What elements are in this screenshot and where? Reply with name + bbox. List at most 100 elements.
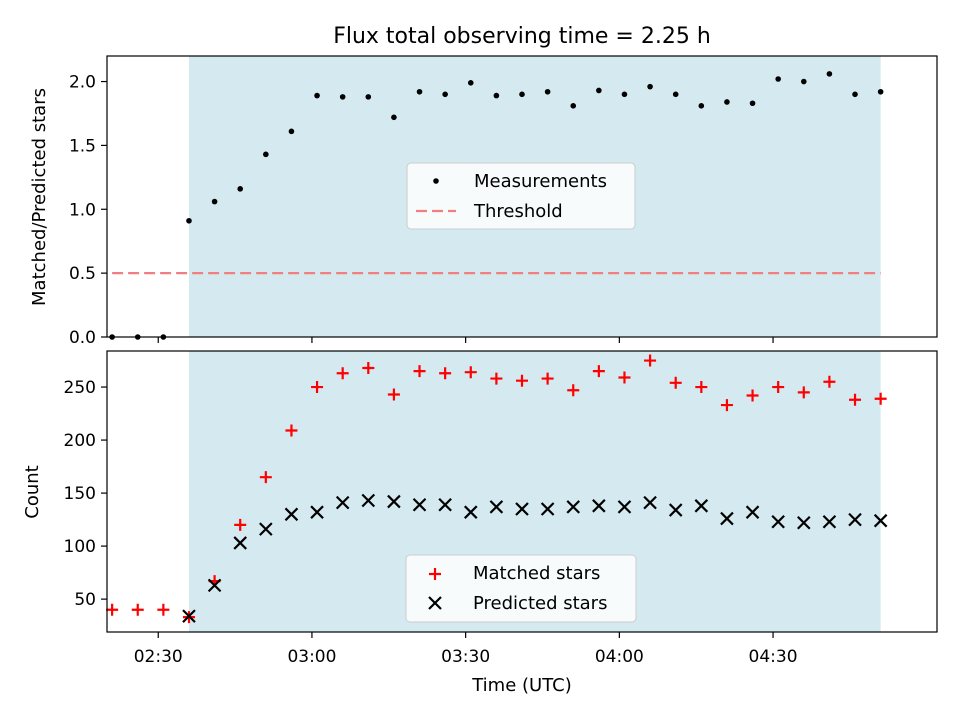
chart-title: Flux total observing time = 2.25 h [333,24,711,49]
matched-stars-point [106,603,119,616]
matched-stars-point [797,386,810,399]
matched-stars-point [695,381,708,394]
x-tick-label: 04:30 [749,647,798,667]
bottom-plot-frame [106,350,938,633]
matched-stars-point [669,376,682,389]
matched-stars-point [259,471,272,484]
x-tick-label: 04:00 [595,647,644,667]
matched-stars-point [720,399,733,412]
legend-threshold-label: Threshold [473,201,563,222]
bottom-y-tick-label: 150 [64,484,96,504]
measurement-point [467,80,474,86]
bottom-y-tick-label: 50 [74,590,96,610]
bottom-legend-frame [405,554,637,623]
measurement-point [339,94,346,100]
matched-stars-point [234,518,247,531]
measurement-point [621,91,628,98]
matched-stars-point [439,367,452,380]
measurement-point [775,76,781,82]
measurement-point [237,186,244,192]
matched-stars-point [413,365,426,378]
predicted-stars-point [617,500,632,514]
predicted-stars-point [463,505,478,519]
predicted-stars-point [489,500,504,514]
predicted-stars-point [822,514,837,529]
matched-stars-point [567,384,580,397]
top-y-tick-label: 1.0 [69,200,96,220]
predicted-stars-point [592,499,606,513]
bottom-legend: Matched stars Predicted stars [405,554,637,623]
measurement-point [800,78,807,85]
bottom-panel: 50 100 150 200 250 02:30 03:00 03:30 04:00 04:30… [22,350,938,696]
bottom-y-tick-label: 100 [64,537,96,557]
matched-stars-point [336,367,349,380]
measurement-point [442,91,448,98]
predicted-stars-point [668,503,683,517]
predicted-stars-point [643,495,657,510]
x-axis-label: Time (UTC) [471,675,572,696]
bottom-y-tick-label: 200 [64,431,96,451]
top-y-tick-label: 0.0 [69,328,96,348]
measurement-point [186,217,192,224]
predicted-stars-point [720,511,734,526]
measurement-point [416,88,423,95]
predicted-stars-point [566,500,581,514]
matched-stars-point [823,375,836,388]
top-y-tick-label: 2.0 [69,73,96,93]
top-y-axis-label: Matched/Predicted stars [29,88,50,306]
predicted-stars-point [873,513,888,528]
measurement-point [596,87,602,94]
measurement-point [698,103,705,109]
predicted-stars-point [207,578,222,593]
matched-stars-point [746,389,759,402]
matched-stars-point [157,603,170,616]
top-panel: 0.00.51.01.52.0 Matched/Predicted stars … [29,55,938,348]
predicted-stars-point [284,507,299,522]
predicted-stars-point [848,512,862,527]
measurement-point [749,100,756,107]
top-y-tick-label: 1.5 [69,136,96,156]
matched-stars-point [285,424,298,437]
legend-measurements-label: Measurements [474,171,607,192]
measurement-point [877,88,884,95]
matched-stars-point [592,365,605,378]
measurement-point [672,91,679,98]
predicted-stars-point [182,609,196,623]
measurement-point [570,103,577,109]
top-legend: Measurements Threshold [406,162,636,230]
legend-matched-marker [429,568,441,580]
matched-stars-point [644,354,657,367]
predicted-stars-point [745,505,760,519]
matched-stars-point [541,372,554,385]
predicted-stars-point [233,536,247,550]
legend-matched-label: Matched stars [473,563,600,584]
measurement-point [211,198,218,205]
predicted-stars-point [310,505,324,519]
measurement-point [826,71,833,77]
predicted-stars-point [259,522,273,536]
matched-stars-point [464,366,477,379]
legend-predicted-marker [428,596,442,610]
predicted-stars-point [797,516,811,530]
matched-stars-point [772,381,785,394]
legend-predicted-label: Predicted stars [473,593,607,614]
measurement-point [852,91,858,98]
predicted-stars-point [412,497,427,512]
matched-stars-point [618,371,631,384]
bottom-y-axis-label: Count [22,465,43,518]
matched-stars-point [874,392,887,405]
predicted-stars-point [540,502,555,516]
matched-stars-point [131,603,144,616]
matched-stars-point [387,388,400,401]
measurement-point [724,99,730,105]
x-tick-label: 03:00 [287,647,336,667]
measurement-point [263,151,269,158]
bottom-y-tick-label: 250 [64,378,96,398]
measurement-point [493,92,500,99]
top-plot-frame [106,55,938,338]
matched-stars-point [516,374,528,387]
matched-stars-point [490,372,503,385]
measurement-point [391,114,397,121]
top-legend-frame [406,162,636,230]
